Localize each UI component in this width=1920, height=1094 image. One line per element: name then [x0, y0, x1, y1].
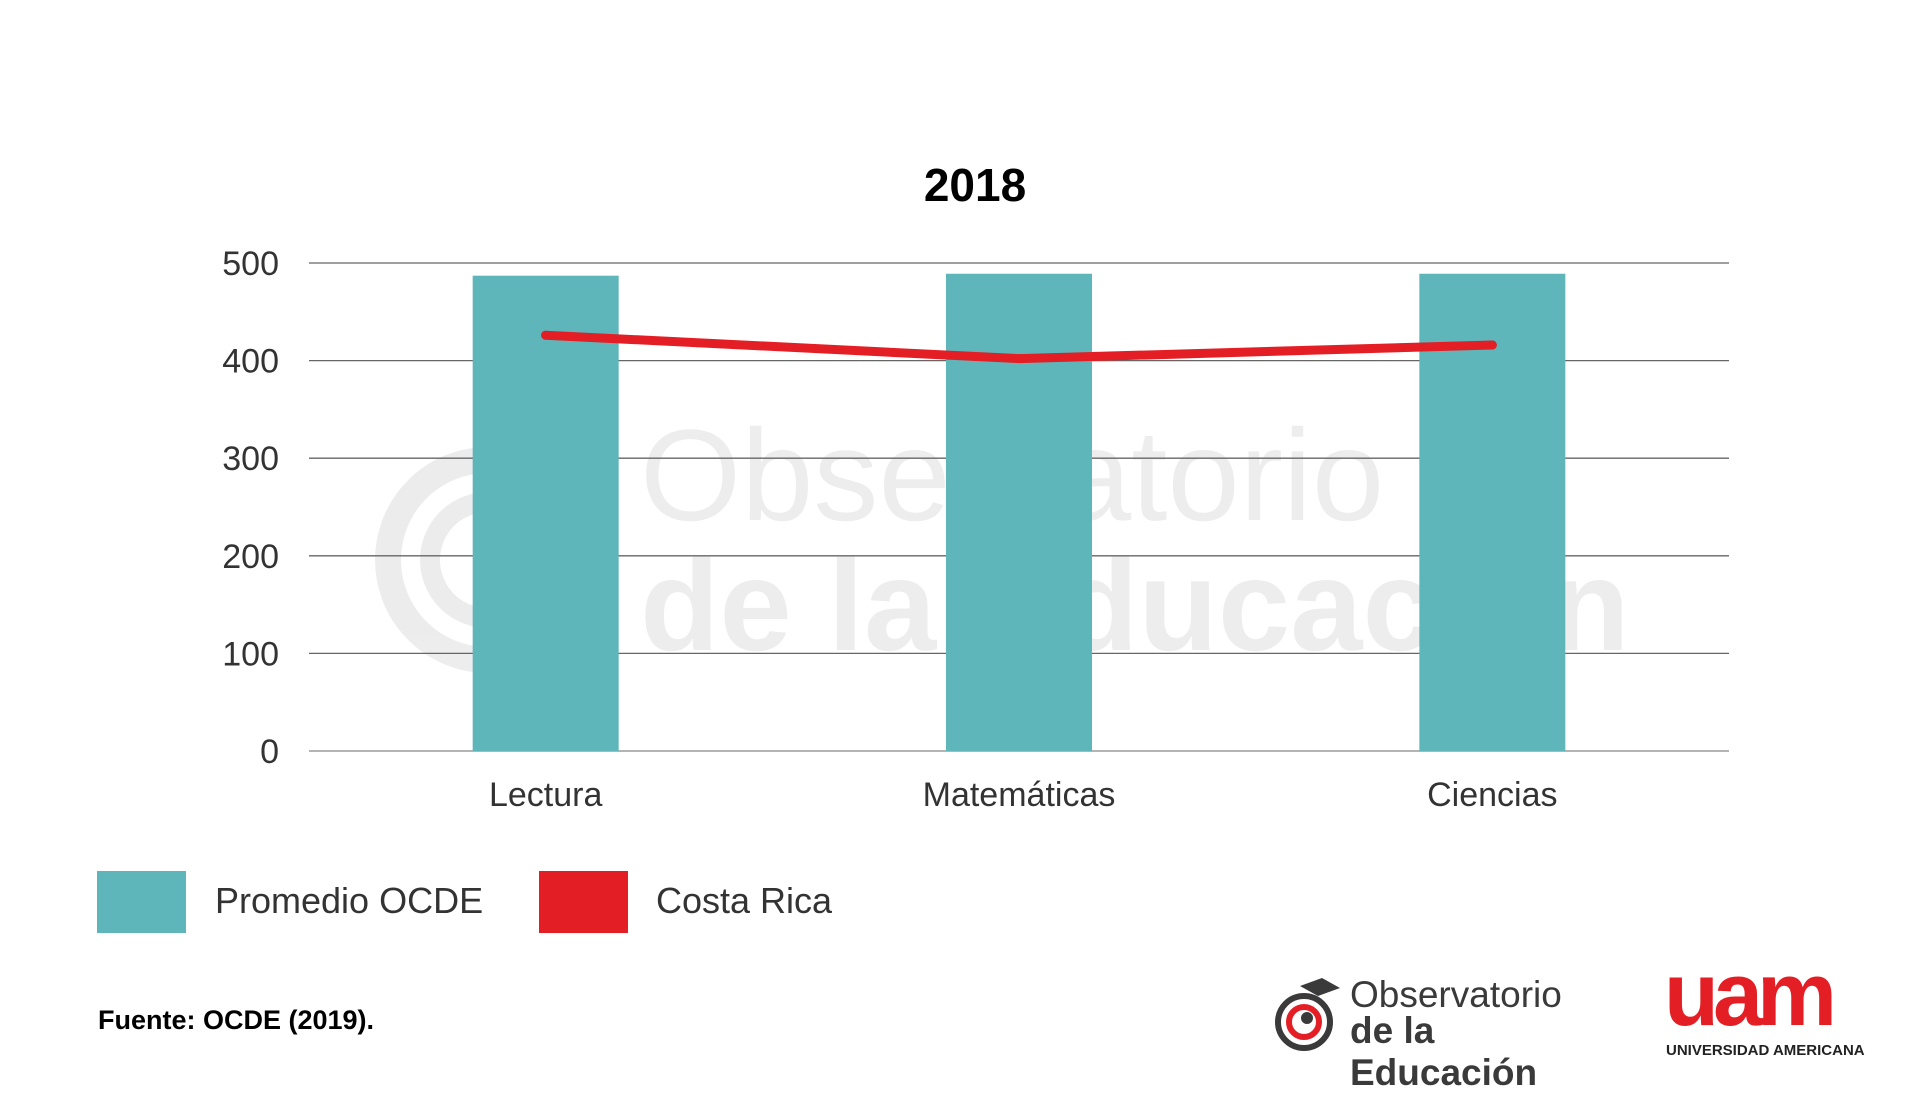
observatorio-line1: Observatorio: [1350, 974, 1562, 1015]
source-note: Fuente: OCDE (2019).: [98, 1005, 375, 1035]
point-costa-rica: [1487, 340, 1497, 350]
y-tick-label: 500: [222, 245, 279, 283]
x-tick-label: Lectura: [489, 776, 602, 814]
y-tick-label: 0: [260, 733, 279, 771]
x-tick-label: Ciencias: [1427, 776, 1557, 814]
bar-ciencias: [1419, 273, 1566, 751]
uam-subtitle: UNIVERSIDAD AMERICANA: [1666, 1042, 1865, 1059]
y-tick-label: 400: [222, 343, 279, 381]
chart-title: 2018: [923, 159, 1027, 211]
uam-word: uam: [1664, 945, 1837, 1045]
logo-observatorio: Observatorio de la Educación: [1274, 972, 1614, 1093]
bar-matemáticas: [946, 273, 1092, 751]
x-tick-label: Matemáticas: [923, 776, 1116, 814]
legend-swatch-costa-rica: [539, 871, 628, 933]
legend-label-costa-rica: Costa Rica: [656, 880, 833, 921]
observatorio-icon: [1275, 978, 1340, 1051]
y-tick-label: 100: [222, 635, 279, 673]
legend-swatch-promedio-ocde: [97, 871, 186, 933]
y-tick-label: 300: [222, 440, 279, 478]
legend-label-promedio-ocde: Promedio OCDE: [215, 880, 484, 921]
y-tick-label: 200: [222, 538, 279, 576]
point-costa-rica: [1014, 354, 1024, 364]
logo-uam: uam UNIVERSIDAD AMERICANA: [1664, 945, 1870, 1060]
bar-lectura: [472, 275, 619, 751]
observatorio-line2: de la Educación: [1350, 1010, 1538, 1093]
point-costa-rica: [541, 330, 551, 340]
